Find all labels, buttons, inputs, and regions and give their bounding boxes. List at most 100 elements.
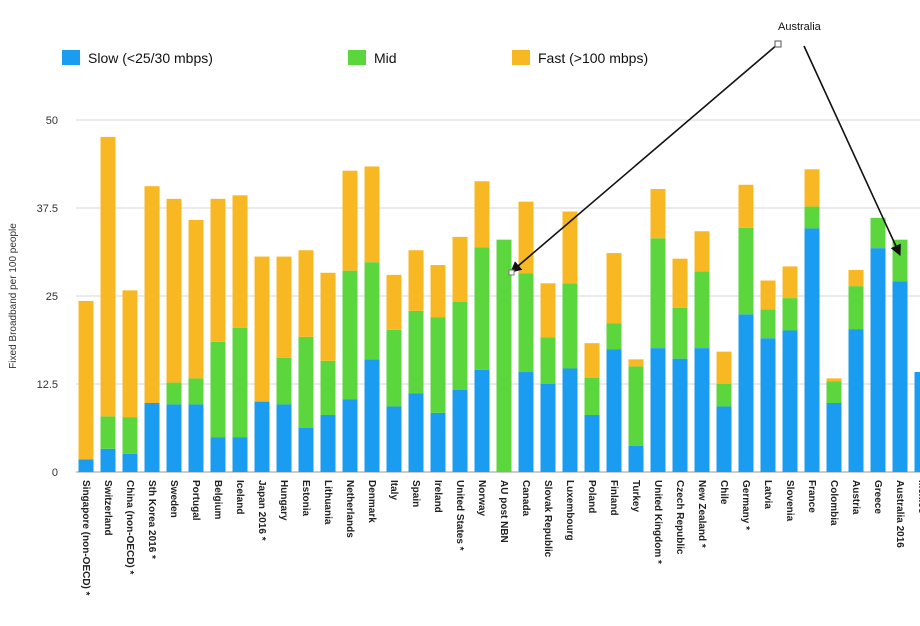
x-tick-label: Lithuania	[322, 480, 333, 525]
y-tick-label: 0	[52, 467, 58, 479]
bar-slow-mexico	[914, 372, 920, 472]
bar-mid-luxembourg	[562, 283, 578, 369]
bar-slow-japan-2016	[254, 401, 270, 472]
bar-mid-slovak-republic	[540, 337, 556, 384]
x-tick-label: Italy	[388, 480, 399, 500]
x-tick-label: Latvia	[762, 480, 773, 509]
bar-slow-iceland	[232, 437, 248, 472]
bar-mid-united-kingdom	[650, 238, 666, 349]
bar-slow-slovak-republic	[540, 384, 556, 472]
bar-slow-hungary	[276, 404, 292, 472]
bar-slow-colombia	[826, 403, 842, 472]
bar-mid-france	[804, 206, 820, 229]
bar-mid-slovenia	[782, 298, 798, 331]
bar-fast-portugal	[188, 219, 204, 379]
bar-slow-spain	[408, 393, 424, 472]
legend: Slow (<25/30 mbps) Mid Fast (>100 mbps)	[62, 50, 648, 66]
x-tick-label: Belgium	[212, 480, 223, 520]
bar-mid-estonia	[298, 336, 314, 428]
bar-mid-czech-republic	[672, 307, 688, 359]
bar-fast-denmark	[364, 166, 380, 263]
bar-fast-united-kingdom	[650, 188, 666, 239]
annotation: Australia	[508, 21, 901, 276]
x-tick-label: Austria	[850, 480, 861, 515]
bar-fast-estonia	[298, 250, 314, 337]
y-tick-label: 25	[46, 291, 58, 303]
bar-fast-poland	[584, 343, 600, 378]
x-tick-label: Turkey	[630, 480, 641, 512]
bar-mid-chile	[716, 384, 732, 407]
bar-slow-germany	[738, 314, 754, 472]
annotation-arrow-australia-2016	[803, 45, 901, 257]
bar-fast-hungary	[276, 256, 292, 358]
bar-mid-netherlands	[342, 270, 358, 400]
x-tick-label: Slovak Republic	[542, 480, 553, 558]
x-tick-label: Portugal	[190, 480, 201, 521]
x-tick-label: Norway	[476, 480, 487, 517]
bar-mid-au-post-nbn	[496, 239, 512, 472]
bar-fast-italy	[386, 274, 402, 330]
x-tick-label: Finland	[608, 480, 619, 516]
bar-fast-united-states	[452, 236, 468, 302]
legend-swatch-slow	[62, 50, 80, 65]
x-tick-label: Colombia	[828, 480, 839, 526]
bar-mid-austria	[848, 286, 864, 330]
bar-fast-china-non-oecd	[122, 290, 138, 418]
bar-fast-colombia	[826, 378, 842, 382]
x-tick-label: Sth Korea 2016 *	[146, 480, 157, 559]
bar-fast-germany	[738, 184, 754, 228]
bar-fast-austria	[848, 269, 864, 287]
x-tick-label: Iceland	[234, 480, 245, 514]
legend-swatch-mid	[348, 50, 366, 65]
bar-mid-belgium	[210, 341, 226, 438]
bar-mid-ireland	[430, 317, 446, 413]
annotation-label: Australia	[778, 21, 822, 33]
bar-slow-norway	[474, 369, 490, 472]
bar-fast-chile	[716, 351, 732, 384]
bar-slow-italy	[386, 406, 402, 472]
x-tick-label: Netherlands	[344, 480, 355, 538]
bar-fast-turkey	[628, 359, 644, 367]
bar-fast-ireland	[430, 265, 446, 318]
bar-slow-united-states	[452, 389, 468, 472]
bar-slow-slovenia	[782, 330, 798, 472]
bar-mid-china-non-oecd	[122, 417, 138, 454]
bar-slow-denmark	[364, 359, 380, 472]
x-tick-label: Denmark	[366, 480, 377, 523]
bar-mid-colombia	[826, 381, 842, 404]
bar-mid-finland	[606, 323, 622, 350]
bar-mid-denmark	[364, 262, 380, 360]
bar-fast-switzerland	[100, 136, 116, 417]
bar-mid-lithuania	[320, 360, 336, 415]
annotation-anchor	[774, 40, 782, 48]
bar-slow-france	[804, 228, 820, 472]
bar-slow-new-zealand	[694, 348, 710, 472]
bar-slow-ireland	[430, 412, 446, 472]
bar-slow-latvia	[760, 338, 776, 472]
legend-label-fast: Fast (>100 mbps)	[538, 50, 648, 66]
x-tick-label: Germany *	[740, 480, 751, 530]
x-tick-label: Chile	[718, 480, 729, 505]
x-tick-label: Slovenia	[784, 480, 795, 522]
bar-slow-china-non-oecd	[122, 453, 138, 472]
bar-fast-latvia	[760, 280, 776, 310]
bar-fast-sth-korea-2016	[144, 186, 160, 404]
bar-mid-iceland	[232, 327, 248, 438]
bar-fast-netherlands	[342, 170, 358, 271]
x-tick-label: New Zealand *	[696, 480, 707, 548]
bar-slow-luxembourg	[562, 368, 578, 472]
bar-slow-canada	[518, 372, 534, 472]
y-axis-label: Fixed Broadband per 100 people	[8, 223, 19, 369]
bar-slow-switzerland	[100, 448, 116, 472]
bar-fast-sweden	[166, 198, 182, 383]
bar-slow-lithuania	[320, 414, 336, 472]
bar-mid-united-states	[452, 301, 468, 390]
bar-mid-greece	[870, 217, 886, 249]
annotation-endpoint	[508, 269, 515, 276]
bar-slow-greece	[870, 248, 886, 472]
bar-mid-italy	[386, 329, 402, 407]
x-tick-label: Hungary	[278, 480, 289, 521]
x-tick-label: United Kingdom *	[652, 480, 663, 564]
bar-slow-australia-2016	[892, 281, 908, 472]
